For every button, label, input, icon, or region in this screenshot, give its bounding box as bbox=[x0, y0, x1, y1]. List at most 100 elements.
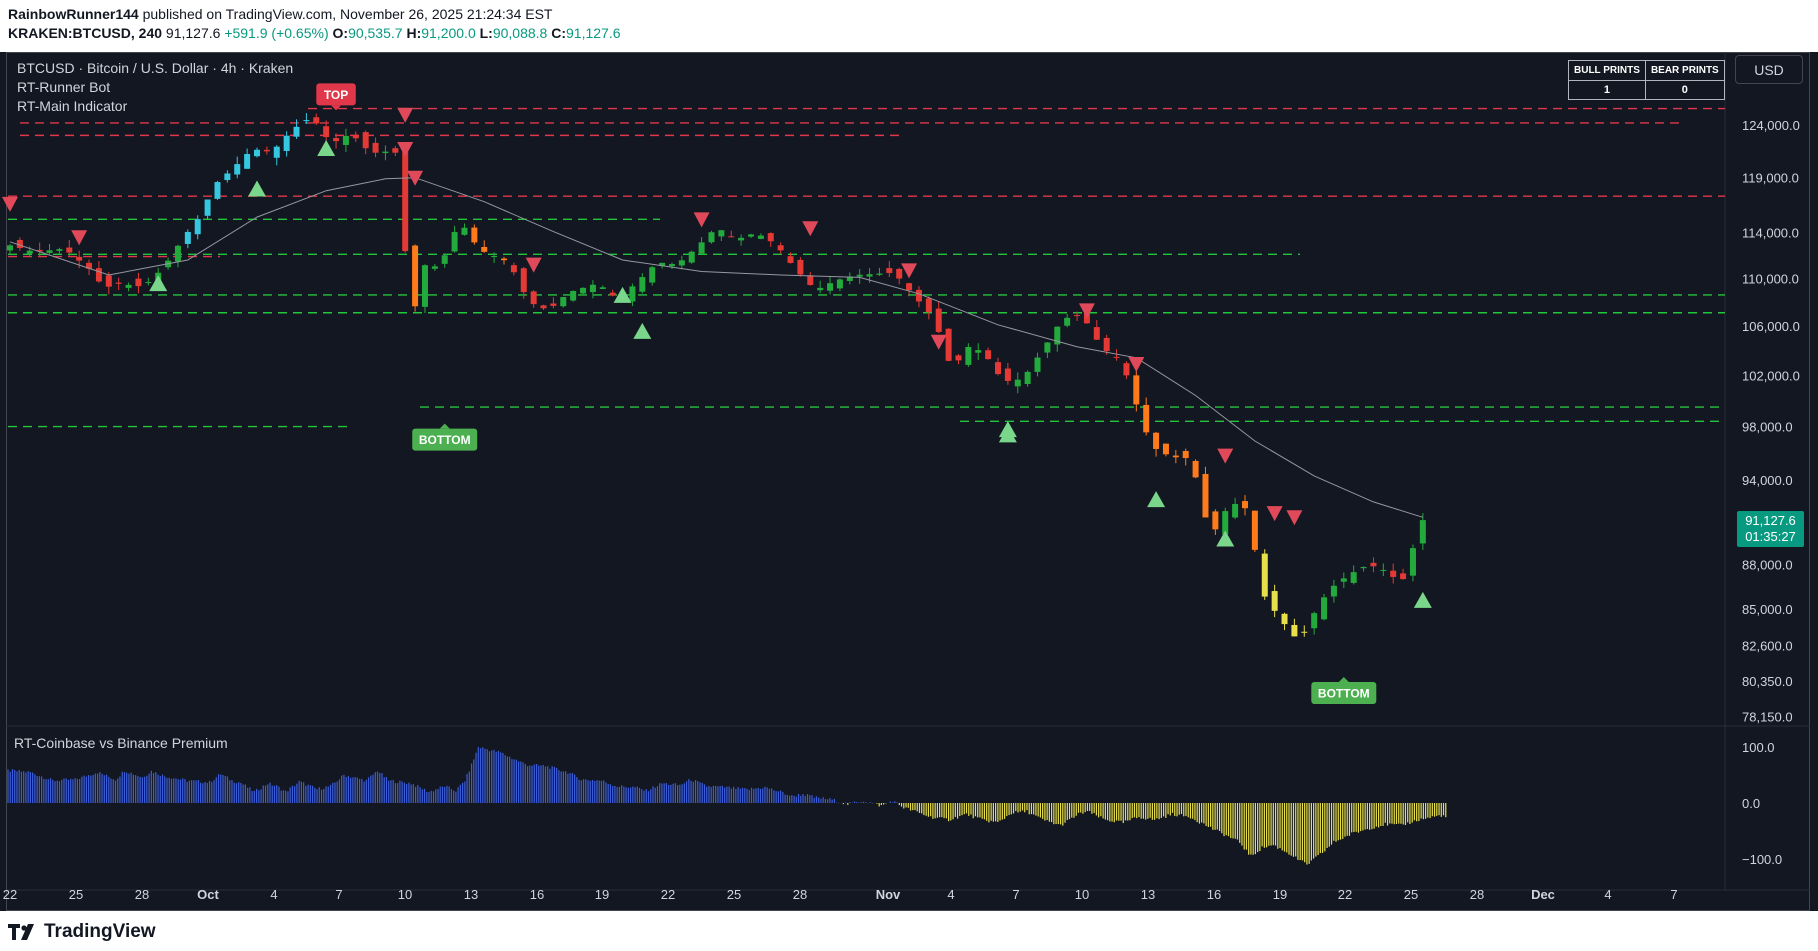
candle-body bbox=[402, 151, 409, 252]
price-axis-tick-label: 124,000.0 bbox=[1742, 118, 1800, 133]
candle-body bbox=[1024, 371, 1031, 384]
time-axis-tick-label: 16 bbox=[530, 887, 544, 902]
time-axis-tick-label: 22 bbox=[3, 887, 17, 902]
bull-signal-up-arrow-icon bbox=[613, 286, 632, 303]
candle-body bbox=[718, 230, 725, 237]
time-axis-tick-label: 28 bbox=[1470, 887, 1484, 902]
bear-signal-down-arrow-icon bbox=[397, 107, 414, 123]
candle-body bbox=[293, 126, 300, 137]
bull-signal-up-arrow-icon bbox=[1216, 530, 1235, 547]
bear-signal-down-arrow-icon bbox=[693, 212, 710, 228]
candle-body bbox=[26, 250, 33, 254]
candle-body bbox=[510, 265, 517, 273]
candle-body bbox=[1064, 317, 1071, 326]
candle-body bbox=[906, 283, 913, 291]
tradingview-logo[interactable]: TradingView bbox=[8, 921, 156, 943]
candle-body bbox=[1400, 573, 1407, 580]
indicator-legend-main[interactable]: RT-Main Indicator bbox=[17, 98, 128, 114]
candle-body bbox=[16, 239, 23, 249]
candle-body bbox=[333, 138, 340, 142]
publish-line: RainbowRunner144 published on TradingVie… bbox=[8, 6, 552, 22]
time-axis-tick-label: 19 bbox=[595, 887, 609, 902]
candle-body bbox=[303, 120, 310, 122]
candle-body bbox=[767, 233, 774, 242]
candle-body bbox=[748, 234, 754, 237]
time-axis-tick-label: 25 bbox=[1404, 887, 1418, 902]
candle-body bbox=[421, 265, 428, 307]
candle-body bbox=[846, 276, 853, 281]
candle-body bbox=[1291, 624, 1298, 637]
time-axis-tick-label: 25 bbox=[727, 887, 741, 902]
candle-body bbox=[481, 246, 488, 252]
signal-label-pointer bbox=[439, 423, 450, 429]
candle-body bbox=[659, 262, 666, 266]
candle-body bbox=[856, 274, 863, 277]
time-axis-tick-label: 22 bbox=[661, 887, 675, 902]
candle-body bbox=[1281, 613, 1288, 625]
candle-body bbox=[1409, 548, 1416, 576]
currency-button[interactable]: USD bbox=[1735, 55, 1803, 84]
candle-body bbox=[56, 249, 63, 251]
bear-signal-down-arrow-icon bbox=[2, 196, 18, 212]
candle-body bbox=[95, 268, 102, 282]
candle-body bbox=[1271, 591, 1278, 611]
signal-label-box bbox=[412, 428, 478, 451]
published-text: published on TradingView.com, November 2… bbox=[142, 6, 553, 22]
candle-body bbox=[46, 250, 53, 254]
candle-body bbox=[461, 227, 468, 235]
candle-body bbox=[1232, 504, 1239, 518]
signal-label-text: BOTTOM bbox=[419, 433, 471, 447]
bear-signal-down-arrow-icon bbox=[71, 230, 88, 246]
candle-body bbox=[1360, 567, 1367, 569]
indicator-legend-premium[interactable]: RT-Coinbase vs Binance Premium bbox=[14, 735, 228, 751]
price-axis-tick-label: 106,000.0 bbox=[1742, 319, 1800, 334]
bull-signal-up-arrow-icon bbox=[149, 275, 168, 292]
chart-canvas[interactable]: TOP BOTTOM BOTTOM 78,150.0 80,350.0 82,600.0 8… bbox=[0, 52, 1818, 911]
bar-countdown: 01:35:27 bbox=[1745, 529, 1796, 544]
ohlc-line: KRAKEN:BTCUSD, 240 91,127.6 +591.9 (+0.6… bbox=[8, 25, 621, 41]
publish-header: RainbowRunner144 published on TradingVie… bbox=[0, 0, 1818, 52]
candle-body bbox=[540, 305, 547, 309]
candle-body bbox=[1123, 363, 1130, 376]
candle-body bbox=[1153, 432, 1160, 449]
price-axis-tick-label: 110,000.0 bbox=[1742, 272, 1799, 287]
bull-signal-up-arrow-icon bbox=[248, 180, 266, 197]
candle-body bbox=[392, 148, 399, 153]
time-axis-tick-label: 25 bbox=[69, 887, 83, 902]
candle-body bbox=[995, 362, 1001, 375]
bear-signal-down-arrow-icon bbox=[1128, 357, 1145, 373]
signal-label-pointer bbox=[331, 105, 342, 111]
candle-body bbox=[1202, 473, 1209, 518]
candle-body bbox=[7, 245, 13, 251]
candle-body bbox=[501, 258, 507, 261]
chart-frame bbox=[6, 52, 1810, 911]
open-value: 90,535.7 bbox=[348, 25, 403, 41]
candle-body bbox=[1261, 553, 1268, 597]
candle-body bbox=[1301, 631, 1308, 633]
candle-body bbox=[797, 259, 804, 275]
high-value: 91,200.0 bbox=[421, 25, 476, 41]
indicator-legend-runner-bot[interactable]: RT-Runner Bot bbox=[17, 79, 111, 95]
candle-body bbox=[935, 308, 942, 332]
tradingview-logo-icon bbox=[8, 924, 34, 940]
candle-body bbox=[817, 287, 824, 291]
chart-symbol-title[interactable]: BTCUSD · Bitcoin / U.S. Dollar · 4h · Kr… bbox=[17, 60, 294, 76]
time-axis-tick-label: 19 bbox=[1273, 887, 1287, 902]
candle-body bbox=[115, 282, 122, 284]
signal-label-pointer bbox=[1338, 677, 1349, 683]
candle-body bbox=[214, 182, 221, 199]
open-label: O: bbox=[332, 25, 349, 41]
time-axis-tick-label: Dec bbox=[1531, 887, 1555, 902]
time-axis-tick-label: 4 bbox=[1604, 887, 1611, 902]
candle-body bbox=[1113, 356, 1120, 358]
candle-body bbox=[698, 242, 705, 254]
author-name[interactable]: RainbowRunner144 bbox=[8, 6, 139, 22]
close-value: 91,127.6 bbox=[566, 25, 621, 41]
candle-body bbox=[194, 219, 201, 235]
candles-group bbox=[7, 113, 1426, 637]
candle-body bbox=[184, 231, 191, 244]
candle-body bbox=[1321, 597, 1328, 620]
candle-body bbox=[234, 164, 241, 175]
price-axis-tick-label: 94,000.0 bbox=[1742, 473, 1793, 488]
candle-body bbox=[915, 289, 922, 302]
